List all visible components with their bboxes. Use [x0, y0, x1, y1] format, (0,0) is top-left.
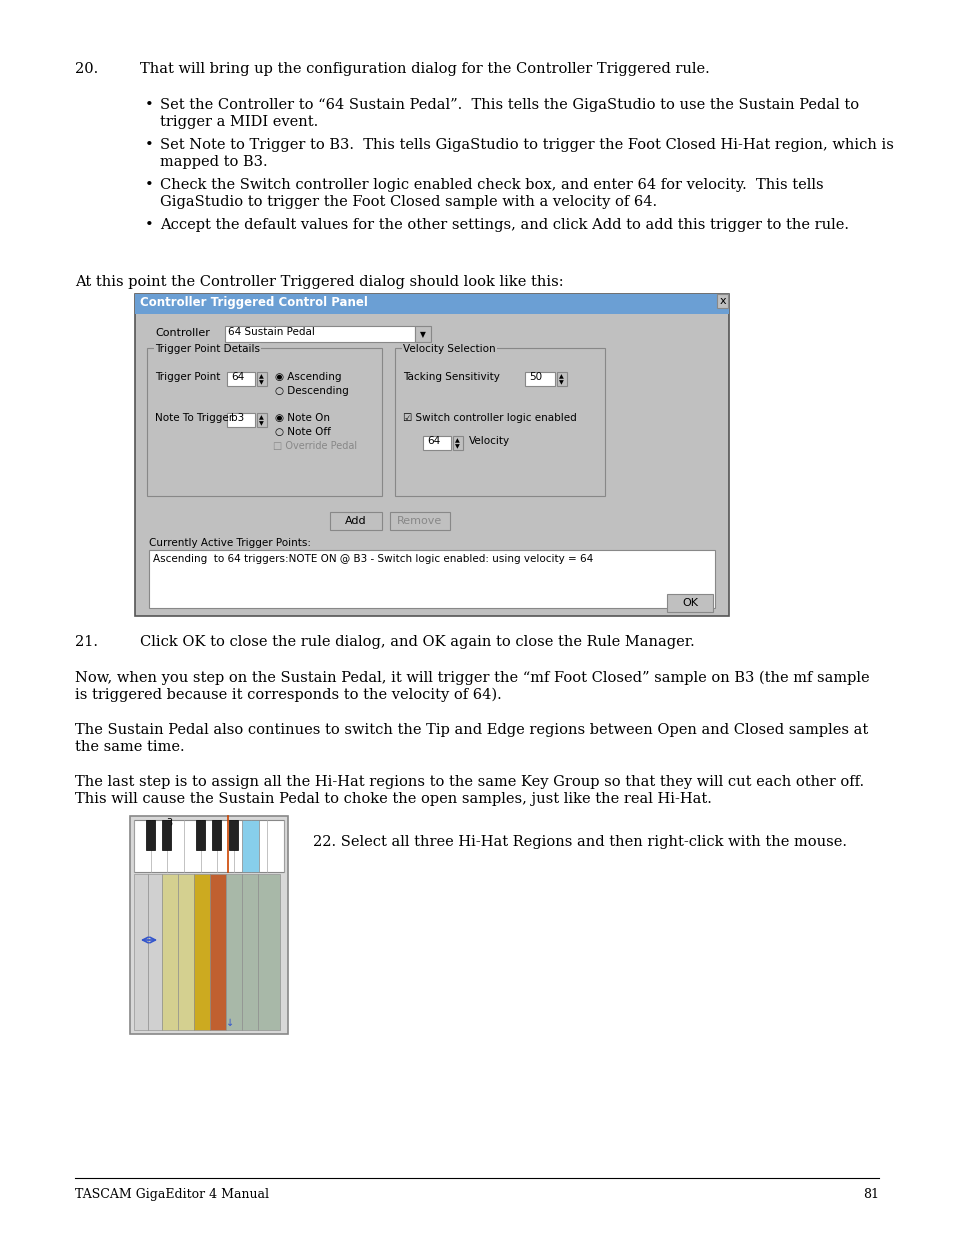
Text: ▲: ▲ [258, 415, 263, 420]
Bar [557, 372, 566, 387]
Text: Trigger Point Details: Trigger Point Details [154, 345, 260, 354]
Text: Ascending  to 64 triggers:NOTE ON @ B3 - Switch logic enabled: using velocity = : Ascending to 64 triggers:NOTE ON @ B3 - … [152, 555, 593, 564]
Text: Controller Triggered Control Panel: Controller Triggered Control Panel [140, 296, 368, 309]
Bar [453, 436, 462, 450]
Text: Set the Controller to “64 Sustain Pedal”.  This tells the GigaStudio to use the : Set the Controller to “64 Sustain Pedal”… [160, 98, 859, 112]
Text: That will bring up the configuration dialog for the Controller Triggered rule.: That will bring up the configuration dia… [140, 62, 709, 77]
Text: trigger a MIDI event.: trigger a MIDI event. [160, 115, 318, 128]
Text: ◉ Ascending: ◉ Ascending [274, 372, 341, 382]
Text: 3: 3 [166, 818, 172, 827]
Text: ▼: ▼ [258, 380, 263, 385]
Bar [135, 294, 728, 616]
Text: b3: b3 [231, 412, 244, 424]
Text: Trigger Point: Trigger Point [154, 372, 220, 382]
Text: ▼: ▼ [558, 380, 563, 385]
Bar [178, 874, 193, 1030]
Bar [226, 874, 242, 1030]
Bar [415, 326, 431, 342]
Bar [213, 820, 221, 850]
Text: 64: 64 [427, 436, 439, 446]
Text: The Sustain Pedal also continues to switch the Tip and Edge regions between Open: The Sustain Pedal also continues to swit… [75, 722, 867, 737]
Bar [256, 412, 267, 427]
Bar [666, 594, 712, 613]
Bar [395, 348, 604, 496]
Text: Velocity: Velocity [469, 436, 510, 446]
Bar [330, 513, 381, 530]
Text: ↓: ↓ [226, 1018, 233, 1028]
Text: ▼: ▼ [419, 331, 425, 340]
Text: ▼: ▼ [258, 421, 263, 426]
Text: mapped to B3.: mapped to B3. [160, 156, 268, 169]
Text: TASCAM GigaEditor 4 Manual: TASCAM GigaEditor 4 Manual [75, 1188, 269, 1200]
Bar [162, 820, 172, 850]
Text: At this point the Controller Triggered dialog should look like this:: At this point the Controller Triggered d… [75, 275, 563, 289]
Text: •: • [145, 98, 153, 112]
Text: 20.: 20. [75, 62, 98, 77]
Text: ☑ Switch controller logic enabled: ☑ Switch controller logic enabled [402, 412, 577, 424]
Text: ○ Note Off: ○ Note Off [274, 427, 331, 437]
Text: •: • [145, 138, 153, 152]
Text: Add: Add [345, 516, 366, 526]
Text: Currently Active Trigger Points:: Currently Active Trigger Points: [149, 538, 311, 548]
Bar [133, 820, 284, 872]
Bar [242, 820, 258, 872]
Text: 81: 81 [862, 1188, 878, 1200]
Text: ○ Descending: ○ Descending [274, 387, 349, 396]
Text: OK: OK [681, 598, 698, 608]
Text: ▼: ▼ [455, 445, 459, 450]
Bar [256, 372, 267, 387]
Bar [130, 816, 288, 1034]
Text: Velocity Selection: Velocity Selection [402, 345, 496, 354]
Text: ▲: ▲ [455, 438, 459, 443]
Text: 64: 64 [231, 372, 244, 382]
Text: ▲: ▲ [558, 374, 563, 379]
Bar [524, 372, 555, 387]
Bar [227, 372, 254, 387]
Text: •: • [145, 178, 153, 191]
Bar [422, 436, 451, 450]
Text: 21.: 21. [75, 635, 98, 650]
Bar [135, 294, 728, 314]
Bar [148, 874, 162, 1030]
Text: This will cause the Sustain Pedal to choke the open samples, just like the real : This will cause the Sustain Pedal to cho… [75, 792, 711, 806]
Text: ▲: ▲ [258, 374, 263, 379]
Bar [229, 820, 238, 850]
Bar [257, 874, 280, 1030]
Bar [149, 550, 714, 608]
Text: ◉ Note On: ◉ Note On [274, 412, 330, 424]
Text: x: x [719, 296, 725, 306]
Bar [193, 874, 210, 1030]
Text: •: • [145, 219, 153, 232]
Text: 22. Select all three Hi-Hat Regions and then right-click with the mouse.: 22. Select all three Hi-Hat Regions and … [313, 835, 846, 848]
Bar [146, 820, 154, 850]
Text: Set Note to Trigger to B3.  This tells GigaStudio to trigger the Foot Closed Hi-: Set Note to Trigger to B3. This tells Gi… [160, 138, 893, 152]
Bar [225, 326, 415, 342]
Bar [195, 820, 205, 850]
Bar [147, 348, 381, 496]
Text: 50: 50 [529, 372, 541, 382]
Text: The last step is to assign all the Hi-Hat regions to the same Key Group so that : The last step is to assign all the Hi-Ha… [75, 776, 863, 789]
Text: Accept the default values for the other settings, and click Add to add this trig: Accept the default values for the other … [160, 219, 848, 232]
Bar [242, 874, 257, 1030]
Text: Now, when you step on the Sustain Pedal, it will trigger the “mf Foot Closed” sa: Now, when you step on the Sustain Pedal,… [75, 671, 869, 685]
Bar [390, 513, 450, 530]
Text: Note To Trigger: Note To Trigger [154, 412, 233, 424]
Bar [227, 412, 254, 427]
Text: 64 Sustain Pedal: 64 Sustain Pedal [228, 327, 314, 337]
Bar [210, 874, 226, 1030]
Text: Remove: Remove [397, 516, 442, 526]
Bar [162, 874, 178, 1030]
Text: Tacking Sensitivity: Tacking Sensitivity [402, 372, 499, 382]
Text: is triggered because it corresponds to the velocity of 64).: is triggered because it corresponds to t… [75, 688, 501, 703]
Bar [133, 874, 148, 1030]
Text: □ Override Pedal: □ Override Pedal [273, 441, 356, 451]
Text: Click OK to close the rule dialog, and OK again to close the Rule Manager.: Click OK to close the rule dialog, and O… [140, 635, 694, 650]
Text: Controller: Controller [154, 329, 210, 338]
Text: the same time.: the same time. [75, 740, 185, 755]
Text: GigaStudio to trigger the Foot Closed sample with a velocity of 64.: GigaStudio to trigger the Foot Closed sa… [160, 195, 657, 209]
Text: Check the Switch controller logic enabled check box, and enter 64 for velocity. : Check the Switch controller logic enable… [160, 178, 822, 191]
